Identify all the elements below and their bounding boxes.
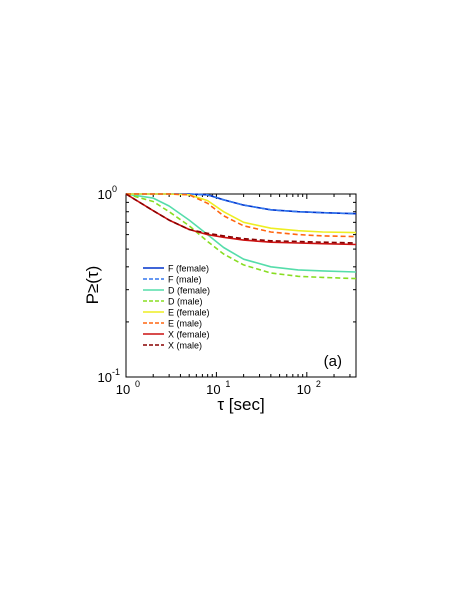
x-tick-label: 10 <box>116 382 130 397</box>
y-tick-label: 10 <box>98 187 112 202</box>
legend-label-5: E (male) <box>168 319 202 329</box>
series-layer <box>125 193 357 280</box>
legend-label-0: F (female) <box>168 264 209 274</box>
series-line-7 <box>125 193 357 244</box>
x-tick-exponent: 0 <box>135 379 140 389</box>
legend-label-4: E (female) <box>168 308 210 318</box>
series-line-1 <box>126 193 357 215</box>
x-tick-label: 10 <box>297 382 311 397</box>
series-line-3 <box>125 193 357 280</box>
x-tick-exponent: 2 <box>316 379 321 389</box>
axis-ticks: 10 0 10 1 10 210 -110 0 <box>98 184 356 397</box>
y-tick-exponent: 0 <box>112 184 117 194</box>
y-tick-label: 10 <box>98 370 112 385</box>
legend-label-2: D (female) <box>168 286 210 296</box>
x-tick-exponent: 1 <box>225 379 230 389</box>
series-line-4 <box>126 193 357 234</box>
legend-label-3: D (male) <box>168 297 203 307</box>
x-axis-label: τ [sec] <box>217 395 264 414</box>
legend-label-6: X (female) <box>168 330 210 340</box>
panel-label: (a) <box>324 353 342 370</box>
legend-label-7: X (male) <box>168 341 202 351</box>
series-line-2 <box>125 193 357 273</box>
x-tick-label: 10 <box>206 382 220 397</box>
y-axis-label: P≥(τ) <box>83 266 102 305</box>
legend: F (female)F (male)D (female)D (male)E (f… <box>143 264 210 351</box>
y-tick-exponent: -1 <box>112 367 120 377</box>
legend-label-1: F (male) <box>168 275 202 285</box>
